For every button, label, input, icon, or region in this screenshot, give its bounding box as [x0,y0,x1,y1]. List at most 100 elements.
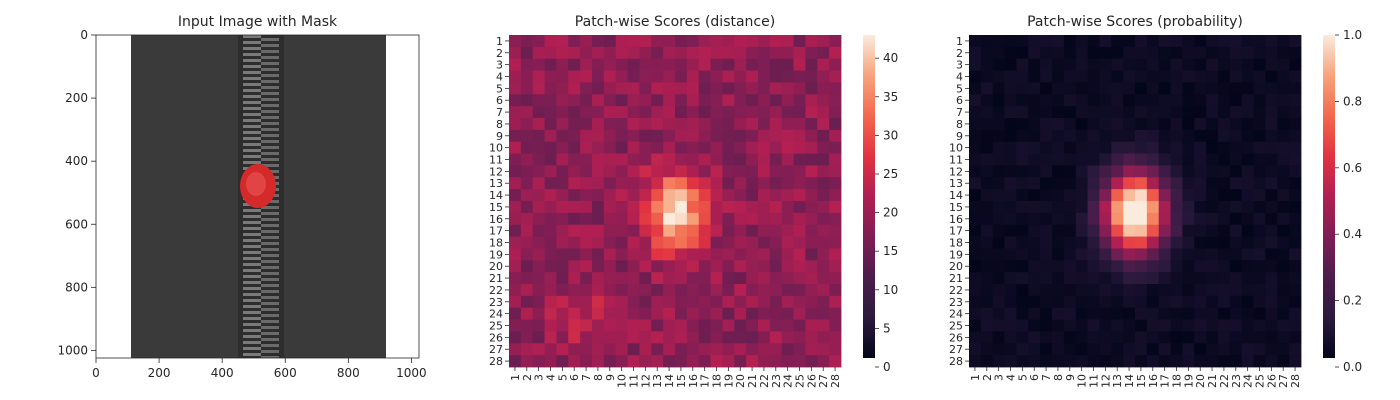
heatmap-cell [532,153,545,166]
heatmap-cell [1004,165,1017,178]
heatmap-cell [1052,118,1065,131]
heatmap-cell [675,153,688,166]
heatmap-cell [663,201,676,214]
heatmap-cell [544,248,557,261]
heatmap-cell [817,224,830,237]
heatmap-cell [992,58,1005,71]
x-tick-label: 2 [981,374,994,381]
heatmap-cell [1146,295,1160,309]
heatmap-cell [651,236,664,249]
heatmap-cell [556,343,569,356]
heatmap-cell [532,355,545,368]
heatmap-cell [1063,118,1077,131]
heatmap-cell [1277,295,1290,309]
heatmap-cell [1229,129,1243,143]
heatmap-cell [1194,82,1207,95]
heatmap-cell [829,260,842,273]
heatmap-cell [1218,35,1231,48]
heatmap-cell [1075,201,1088,214]
heatmap-cell [1218,248,1231,261]
heatmap-cell [746,307,759,320]
heatmap-cell [793,212,806,226]
heatmap-cell [509,153,522,166]
heatmap-cell [627,70,640,83]
heatmap-cell [1158,331,1171,344]
heatmap-cell [1289,248,1302,261]
heatmap-cell [544,212,557,226]
heatmap-cell [980,70,994,83]
heatmap-cell [603,343,617,356]
heatmap-cell [1289,355,1302,368]
heatmap-cell [980,260,994,273]
heatmap-cell [1277,165,1290,178]
heatmap-cell [1087,307,1100,320]
heatmap-cell [793,224,806,237]
heatmap-cell [805,141,818,154]
heatmap-cell [1194,260,1207,273]
heatmap-cell [698,177,711,190]
heatmap-cell [1146,106,1160,119]
heatmap-cell [992,272,1005,285]
heatmap-cell [805,355,818,368]
heatmap-cell [568,153,581,166]
heatmap-cell [769,141,783,154]
heatmap-cell [1158,224,1171,237]
heatmap-cell [1075,355,1088,368]
heatmap-cell [1063,319,1077,332]
heatmap-cell [817,189,830,202]
heatmap-cell [1028,106,1041,119]
heatmap-cell [1277,70,1290,83]
y-tick-label: 15 [949,201,963,214]
y-tick-label: 14 [949,189,963,202]
heatmap-cell [1135,118,1148,131]
heatmap-cell [627,46,640,60]
y-tick-label: 4 [956,71,963,84]
heatmap-cell [1265,141,1278,154]
heatmap-cell [1289,236,1302,249]
heatmap-cell [651,189,664,202]
heatmap-cell [1075,295,1088,309]
heatmap-cell [1229,141,1243,154]
heatmap-cell [758,272,771,285]
heatmap-cell [603,272,617,285]
heatmap-cell [603,284,617,297]
heatmap-cell [817,177,830,190]
heatmap-cell [734,201,747,214]
heatmap-cell [675,284,688,297]
heatmap-cell [1052,106,1065,119]
mask-region [240,164,276,208]
heatmap-cell [1170,189,1183,202]
y-tick-label: 600 [65,217,88,231]
heatmap-cell [1028,177,1041,190]
heatmap-cell [829,141,842,154]
y-tick-label: 2 [956,47,963,60]
heatmap-cell [1277,343,1290,356]
heatmap-cell [651,94,664,107]
heatmap-cell [568,343,581,356]
heatmap-cell [509,82,522,95]
heatmap-cell [722,189,735,202]
heatmap-cell [710,212,723,226]
heatmap-cell [580,70,593,83]
y-tick-label: 15 [489,201,503,214]
x-tick-label: 13 [651,374,664,388]
heatmap-cell [1206,94,1219,107]
heatmap-cell [1099,58,1112,71]
heatmap-cell [722,177,735,190]
heatmap-cell [746,224,759,237]
y-tick-label: 13 [949,177,963,190]
heatmap-cell [675,272,688,285]
heatmap-cell [746,343,759,356]
heatmap-cell [1182,58,1195,71]
heatmap-cell [722,272,735,285]
heatmap-cell [1206,295,1219,309]
heatmap-cell [1158,106,1171,119]
heatmap-cell [580,129,593,143]
heatmap-cell [544,260,557,273]
heatmap-cell [992,94,1005,107]
heatmap-cell [639,177,652,190]
heatmap-cells [969,35,1302,368]
heatmap-cell [769,177,783,190]
y-tick-label: 12 [949,165,963,178]
heatmap-cell [520,284,534,297]
